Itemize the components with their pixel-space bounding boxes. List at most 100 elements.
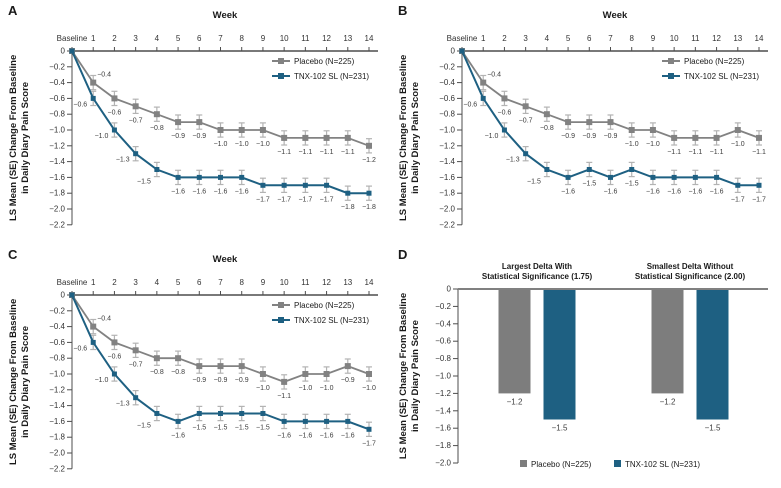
data-label: −0.9 [192,133,206,140]
placebo-bar [651,289,684,394]
data-label: −0.6 [73,101,87,108]
data-point-marker [692,174,698,180]
data-label: −1.1 [298,149,312,156]
legend-label: TNX-102 SL (N=231) [684,72,759,81]
data-point-marker [281,378,288,385]
data-point-marker [281,418,287,424]
data-label: −1.0 [256,141,270,148]
data-label: −1.3 [116,157,130,164]
data-point-marker [756,182,762,188]
bar-label: −1.5 [552,424,568,433]
x-tick-label: 8 [629,34,634,43]
legend-label: TNX-102 SL (N=231) [294,316,369,325]
data-label: −1.5 [137,423,151,430]
data-label: −1.7 [731,196,745,203]
data-label: −0.6 [108,353,122,360]
y-tick-label: −2.2 [439,220,455,229]
placebo-bar [498,289,531,394]
y-tick-label: −0.4 [49,78,65,87]
data-label: −0.4 [487,72,501,79]
x-tick-label: 9 [261,278,266,287]
data-label: −0.6 [73,345,87,352]
y-tick-label: −0.8 [49,354,65,363]
data-point-marker [90,339,96,345]
x-tick-label: 6 [197,34,202,43]
data-label: −1.6 [171,188,185,195]
tnx-bar [543,289,576,420]
data-point-marker [608,174,613,180]
y-tick-label: −2.0 [49,449,65,458]
data-point-marker [132,103,139,110]
data-point-marker [735,182,741,188]
data-label: −1.5 [192,425,206,432]
data-label: −1.0 [485,133,499,140]
y-tick-label: −2.0 [49,205,65,214]
data-label: −1.7 [320,196,334,203]
legend-label: Placebo (N=225) [684,57,745,66]
group-title: Statistical Significance (1.75) [482,272,593,281]
legend-marker [278,317,284,323]
y-tick-label: −0.4 [49,322,65,331]
data-label: −1.6 [688,188,702,195]
x-tick-label: 14 [365,278,374,287]
data-point-marker [324,418,330,424]
y-tick-label: −1.8 [49,433,65,442]
data-label: −1.7 [256,196,270,203]
data-label: −1.0 [95,377,109,384]
data-label: −1.5 [625,181,639,188]
data-point-marker [543,111,550,118]
data-point-marker [111,339,118,346]
data-point-marker [671,134,678,141]
y-tick-label: −1.2 [49,385,65,394]
x-tick-label: 7 [218,34,223,43]
data-label: −0.9 [341,377,355,384]
y-tick-label: −1.0 [435,372,451,381]
data-label: −0.9 [171,133,185,140]
data-point-marker [480,95,486,101]
data-label: −1.0 [235,141,249,148]
y-tick-label: −0.8 [435,354,451,363]
legend-marker [278,58,284,64]
data-label: −0.4 [97,72,111,79]
data-point-marker [302,182,308,188]
group-title: Largest Delta With [502,262,572,271]
data-point-marker [217,363,224,370]
y-tick-label: −1.4 [435,406,451,415]
x-tick-label: 3 [523,34,528,43]
y-tick-label: −2.2 [49,220,65,229]
y-axis-title: LS Mean (SE) Change From Baseline [8,55,19,221]
data-label: −1.6 [667,188,681,195]
data-label: −1.6 [277,432,291,439]
data-label: −1.6 [561,188,575,195]
data-label: −1.0 [214,141,228,148]
data-point-marker [565,174,571,180]
data-label: −1.6 [298,432,312,439]
data-label: −1.6 [604,188,618,195]
data-label: −1.1 [277,149,291,156]
data-label: −1.0 [320,385,334,392]
legend-marker [520,460,527,467]
data-point-marker [196,411,202,416]
data-label: −1.5 [527,179,541,186]
panel-b: Week Baseline 1 2 3 4 5 6 7 8 9 10 11 12 13 14 0 −0.2 −0.4… [390,0,780,244]
legend-marker [614,460,621,467]
y-axis-title: in Daily Diary Pain Score [20,82,31,194]
legend-marker [668,73,674,79]
x-tick-label: 8 [239,278,244,287]
y-axis-title: LS Mean (SE) Change From Baseline [398,293,409,459]
panel-b-letter: B [398,3,408,18]
data-label: −0.8 [150,369,164,376]
group-title: Smallest Delta Without [647,262,734,271]
data-point-marker [713,134,720,141]
data-point-marker [459,48,465,54]
data-label: −0.6 [498,109,512,116]
legend-label: Placebo (N=225) [294,57,355,66]
data-point-marker [196,363,203,370]
data-label: −0.6 [108,109,122,116]
x-tick-label: 12 [322,278,331,287]
x-tick-label: 6 [587,34,592,43]
data-point-marker [69,292,75,298]
data-point-marker [344,134,351,141]
data-label: −1.3 [116,401,130,408]
y-tick-label: −1.2 [439,141,455,150]
